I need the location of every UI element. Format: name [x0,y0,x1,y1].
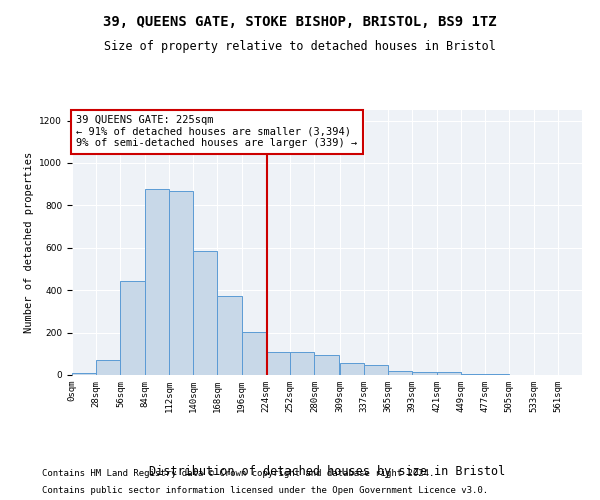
Bar [461,374,485,375]
Bar [388,371,412,375]
Text: Size of property relative to detached houses in Bristol: Size of property relative to detached ho… [104,40,496,53]
Bar [121,280,145,375]
Bar [340,362,364,375]
Bar [217,296,242,375]
Text: 39 QUEENS GATE: 225sqm
← 91% of detached houses are smaller (3,394)
9% of semi-d: 39 QUEENS GATE: 225sqm ← 91% of detached… [76,116,358,148]
Text: Contains public sector information licensed under the Open Government Licence v3: Contains public sector information licen… [42,486,488,495]
Bar [72,373,96,375]
Bar [266,352,290,375]
Bar [437,372,461,375]
Bar [96,360,121,375]
Bar [290,352,314,375]
Bar [242,332,266,375]
Bar [485,374,509,375]
Bar [412,372,437,375]
Bar [145,190,169,375]
Bar [314,356,338,375]
Text: Contains HM Land Registry data © Crown copyright and database right 2024.: Contains HM Land Registry data © Crown c… [42,468,434,477]
Bar [364,365,388,375]
Bar [193,251,217,375]
X-axis label: Distribution of detached houses by size in Bristol: Distribution of detached houses by size … [149,465,505,478]
Bar [169,190,193,375]
Y-axis label: Number of detached properties: Number of detached properties [24,152,34,333]
Text: 39, QUEENS GATE, STOKE BISHOP, BRISTOL, BS9 1TZ: 39, QUEENS GATE, STOKE BISHOP, BRISTOL, … [103,15,497,29]
